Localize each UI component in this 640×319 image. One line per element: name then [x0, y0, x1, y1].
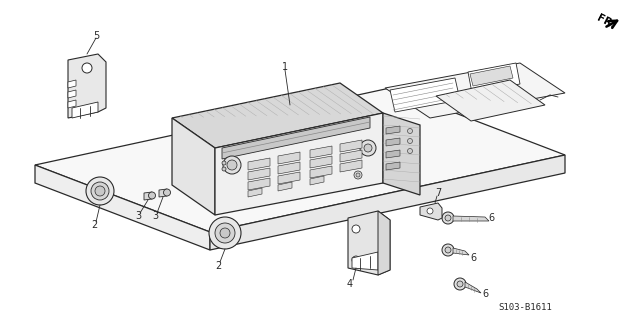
- Polygon shape: [386, 126, 400, 134]
- Polygon shape: [68, 100, 76, 108]
- Text: 3: 3: [135, 211, 141, 221]
- Polygon shape: [386, 138, 400, 146]
- Circle shape: [442, 244, 454, 256]
- Text: 2: 2: [215, 261, 221, 271]
- Circle shape: [91, 182, 109, 200]
- Text: 6: 6: [482, 289, 488, 299]
- Circle shape: [352, 225, 360, 233]
- Polygon shape: [385, 63, 565, 118]
- Text: 7: 7: [435, 188, 441, 198]
- Circle shape: [454, 278, 466, 290]
- Polygon shape: [159, 189, 167, 197]
- Polygon shape: [310, 156, 332, 168]
- Polygon shape: [468, 63, 520, 93]
- Text: 4: 4: [347, 279, 353, 289]
- Circle shape: [215, 223, 235, 243]
- Circle shape: [408, 138, 413, 144]
- Polygon shape: [310, 146, 332, 158]
- Polygon shape: [215, 113, 383, 215]
- Text: 1: 1: [282, 62, 288, 72]
- Polygon shape: [420, 203, 442, 220]
- Circle shape: [427, 208, 433, 214]
- Polygon shape: [35, 165, 210, 250]
- Circle shape: [352, 256, 360, 264]
- Circle shape: [356, 173, 360, 177]
- Polygon shape: [340, 150, 362, 162]
- Circle shape: [163, 189, 170, 196]
- Polygon shape: [248, 188, 262, 197]
- Polygon shape: [352, 252, 378, 270]
- Polygon shape: [68, 80, 76, 88]
- Text: 3: 3: [152, 211, 158, 221]
- Circle shape: [86, 177, 114, 205]
- Polygon shape: [68, 54, 106, 118]
- Polygon shape: [248, 168, 270, 180]
- Circle shape: [442, 212, 454, 224]
- Circle shape: [82, 63, 92, 73]
- Polygon shape: [310, 176, 324, 185]
- Polygon shape: [453, 216, 489, 221]
- Text: S103-B1611: S103-B1611: [498, 303, 552, 312]
- Polygon shape: [278, 172, 300, 184]
- Circle shape: [445, 215, 451, 221]
- Polygon shape: [248, 178, 270, 190]
- Text: 6: 6: [488, 213, 494, 223]
- Circle shape: [95, 186, 105, 196]
- Polygon shape: [172, 118, 215, 215]
- Circle shape: [148, 192, 156, 199]
- Polygon shape: [390, 78, 460, 112]
- Polygon shape: [465, 282, 481, 293]
- Circle shape: [220, 228, 230, 238]
- Polygon shape: [144, 192, 152, 200]
- Polygon shape: [348, 211, 390, 275]
- Polygon shape: [436, 80, 545, 121]
- Polygon shape: [278, 162, 300, 174]
- Polygon shape: [470, 66, 513, 86]
- Polygon shape: [248, 158, 270, 170]
- Polygon shape: [386, 162, 400, 170]
- Circle shape: [445, 247, 451, 253]
- Circle shape: [408, 129, 413, 133]
- Polygon shape: [210, 155, 565, 250]
- Text: 5: 5: [93, 31, 99, 41]
- Text: 2: 2: [91, 220, 97, 230]
- Text: FR.: FR.: [595, 13, 617, 31]
- Polygon shape: [453, 248, 469, 255]
- Circle shape: [354, 171, 362, 179]
- Polygon shape: [72, 102, 98, 118]
- Circle shape: [222, 161, 226, 165]
- Polygon shape: [340, 160, 362, 172]
- Text: 6: 6: [470, 253, 476, 263]
- Circle shape: [360, 140, 376, 156]
- Polygon shape: [278, 182, 292, 191]
- Circle shape: [364, 144, 372, 152]
- Polygon shape: [68, 90, 76, 98]
- Polygon shape: [172, 83, 383, 148]
- Polygon shape: [222, 117, 370, 159]
- Polygon shape: [278, 152, 300, 164]
- Polygon shape: [386, 150, 400, 158]
- Circle shape: [223, 156, 241, 174]
- Circle shape: [457, 281, 463, 287]
- Polygon shape: [383, 113, 420, 195]
- Polygon shape: [378, 211, 390, 275]
- Circle shape: [222, 167, 226, 171]
- Circle shape: [227, 160, 237, 170]
- Polygon shape: [340, 140, 362, 152]
- Circle shape: [209, 217, 241, 249]
- Polygon shape: [35, 88, 565, 232]
- Circle shape: [408, 149, 413, 153]
- Polygon shape: [310, 166, 332, 178]
